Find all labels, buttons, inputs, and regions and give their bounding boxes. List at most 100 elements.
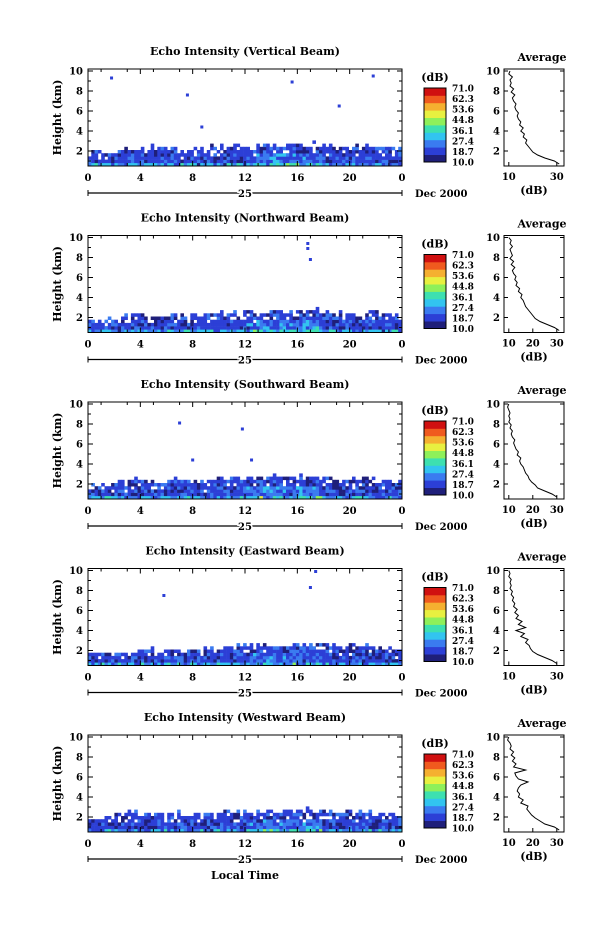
heatmap-cell [381, 655, 386, 660]
heatmap-cell [177, 489, 181, 493]
heatmap-cell [292, 659, 297, 663]
heatmap-cell [130, 489, 135, 493]
x-tick-label: 12 [238, 506, 252, 517]
heatmap-cell [226, 162, 231, 167]
heatmap-cell [107, 322, 112, 327]
colorbar-tick-label: 71.0 [452, 85, 474, 95]
heatmap-cell [371, 825, 376, 830]
heatmap-cell [177, 322, 181, 327]
heatmap-cell [388, 159, 392, 164]
heatmap-cell [335, 159, 340, 164]
heatmap-cell [279, 486, 283, 490]
heatmap-cell [177, 662, 181, 666]
heatmap-cell [256, 822, 260, 826]
isolated-echo [337, 104, 341, 108]
y-tick-label: 8 [76, 253, 83, 264]
heatmap-cell [183, 825, 188, 830]
heatmap-cell [394, 322, 399, 327]
heatmap-cell [394, 150, 399, 154]
heatmap-cell [239, 153, 244, 157]
heatmap-cell [183, 822, 188, 826]
heatmap-cell [385, 652, 389, 657]
heatmap-cell [328, 652, 333, 657]
heatmap-cell [378, 646, 382, 650]
heatmap-cell [276, 652, 280, 657]
heatmap-cell [183, 816, 188, 820]
colorbar-tick-label: 18.7 [452, 148, 474, 158]
heatmap-cell [361, 825, 366, 830]
heatmap-cell [289, 322, 293, 327]
heatmap-cell [365, 643, 369, 647]
heatmap-cell [394, 486, 399, 490]
heatmap-cell [127, 329, 132, 333]
heatmap-cell [160, 322, 165, 327]
heatmap-cell [157, 819, 161, 823]
heatmap-cell [88, 489, 92, 493]
heatmap-cell [223, 150, 227, 154]
heatmap-cell [229, 825, 234, 830]
heatmap-cell [124, 326, 128, 330]
heatmap-cell [342, 812, 346, 817]
heatmap-cell [121, 156, 125, 160]
heatmap-cell [140, 822, 145, 826]
heatmap-cell [394, 316, 399, 320]
heatmap-cell [315, 162, 320, 167]
heatmap-cell [203, 655, 208, 660]
heatmap-cell [167, 819, 171, 823]
heatmap-cell [104, 828, 109, 833]
heatmap-cell [348, 825, 353, 830]
heatmap-cell [210, 146, 214, 151]
heatmap-cell [121, 822, 125, 826]
heatmap-cell [332, 319, 336, 324]
heatmap-cell [190, 652, 194, 657]
heatmap-cell [249, 662, 254, 666]
heatmap-cell [180, 329, 184, 333]
heatmap-cell [183, 156, 188, 160]
heatmap-cell [256, 479, 260, 484]
heatmap-cell [385, 322, 389, 327]
heatmap-cell [233, 310, 237, 314]
heatmap-cell [253, 486, 257, 490]
heatmap-cell [381, 326, 386, 330]
heatmap-cell [130, 495, 135, 500]
heatmap-cell [332, 812, 336, 817]
heatmap-cell [332, 662, 336, 666]
heatmap-cell [335, 495, 340, 500]
heatmap-cell [348, 646, 353, 650]
heatmap-cell [259, 150, 264, 154]
heatmap-cell [279, 479, 283, 484]
heatmap-cell [200, 162, 204, 167]
x-tick-label: 20 [343, 340, 357, 351]
heatmap-cell [272, 310, 277, 314]
profile-title: Average [516, 551, 566, 564]
heatmap-cell [375, 322, 379, 327]
heatmap-cell [114, 652, 118, 657]
heatmap-cell [239, 486, 244, 490]
heatmap-cell [121, 816, 125, 820]
heatmap-cell [233, 828, 237, 833]
heatmap-cell [243, 486, 247, 490]
heatmap-cell [381, 329, 386, 333]
heatmap-cell [352, 326, 356, 330]
heatmap-cell [140, 819, 145, 823]
heatmap-cell [170, 313, 175, 317]
heatmap-cell [361, 153, 366, 157]
heatmap-cell [368, 492, 373, 497]
heatmap-cell [213, 153, 217, 157]
heatmap-cell [325, 812, 330, 817]
colorbar-tick-label: 62.3 [452, 595, 474, 605]
heatmap-cell [104, 659, 109, 663]
heatmap-cell [289, 143, 293, 148]
heatmap-cell [388, 489, 392, 493]
heatmap-cell [173, 819, 178, 823]
colorbar-tick-label: 53.6 [452, 439, 474, 449]
heatmap-cell [220, 495, 224, 500]
heatmap-cell [335, 819, 340, 823]
heatmap-cell [121, 652, 125, 657]
heatmap-cell [352, 313, 356, 317]
heatmap-cell [180, 316, 184, 320]
panel-3: Echo Intensity (Southward Beam)Height (k… [51, 378, 567, 535]
heatmap-cell [180, 326, 184, 330]
heatmap-cell [249, 322, 254, 327]
heatmap-cell [295, 812, 300, 817]
